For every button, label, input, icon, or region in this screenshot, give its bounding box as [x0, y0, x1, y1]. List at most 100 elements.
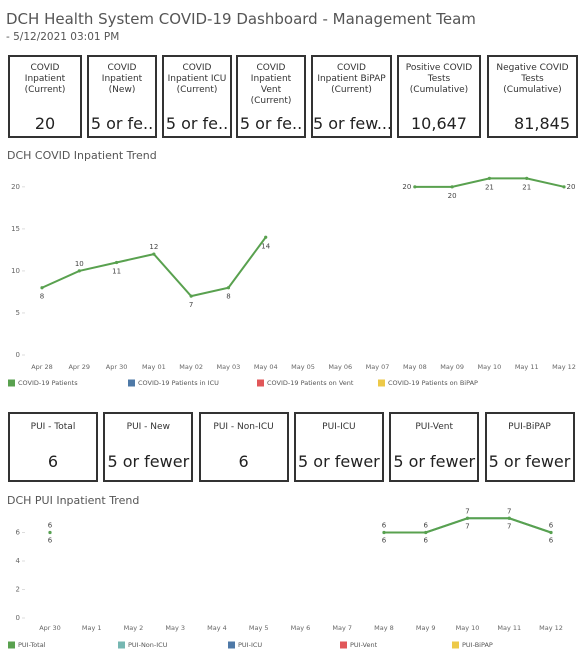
card-label: COVID Inpatient Vent (Current): [250, 63, 292, 106]
title: DCH Health System COVID-19 Dashboard - M…: [6, 10, 476, 28]
x-tick-label: May 2: [124, 624, 144, 632]
x-tick-label: Apr 28: [31, 363, 53, 371]
legend-swatch: [8, 641, 15, 649]
chart-title: DCH PUI Inpatient Trend: [7, 494, 139, 507]
legend-label: PUI-Total: [18, 641, 46, 649]
card-value: 5 or fewer: [488, 452, 571, 471]
legend-swatch: [452, 641, 459, 649]
x-tick-label: May 9: [416, 624, 436, 632]
x-tick-label: May 06: [328, 363, 352, 371]
card-label: PUI - Total: [30, 422, 76, 432]
point: [114, 260, 119, 265]
data-label: 7: [189, 301, 193, 309]
card-value: 81,845: [514, 114, 570, 133]
card-value: 20: [34, 114, 56, 133]
point: [525, 176, 529, 181]
data-label: 7: [465, 507, 469, 515]
x-tick-label: May 10: [478, 363, 502, 371]
data-label: 6: [549, 537, 554, 545]
legend-label: COVID-19 Patients: [18, 379, 78, 387]
card-label: Positive COVID Tests (Cumulative): [405, 63, 473, 95]
point: [562, 185, 566, 189]
card-label: PUI-Vent: [415, 422, 453, 432]
data-label: 6: [382, 522, 387, 530]
point: [450, 185, 454, 189]
point: [487, 176, 492, 181]
card-label: COVID Inpatient (New): [101, 63, 143, 95]
point: [382, 530, 386, 535]
x-tick-label: May 05: [291, 363, 315, 371]
data-label: 7: [507, 522, 511, 530]
x-tick-label: May 10: [456, 624, 480, 632]
point: [152, 252, 156, 256]
data-label: 6: [549, 522, 554, 530]
y-tick-label: 0: [16, 614, 20, 622]
card-label: PUI - Non-ICU: [213, 422, 274, 432]
x-tick-label: May 09: [440, 363, 464, 371]
card-value: 5 or fe..: [239, 114, 303, 133]
data-label: 6: [48, 522, 53, 530]
legend-swatch: [378, 379, 385, 387]
legend-label: PUI-Non-ICU: [128, 641, 168, 649]
legend-swatch: [228, 641, 235, 649]
x-tick-label: May 03: [217, 363, 241, 371]
card-value: 5 or fewer: [298, 452, 380, 471]
x-tick-label: Apr 29: [68, 363, 90, 371]
pui-card: PUI - Non-ICU 6: [198, 412, 289, 482]
legend-label: COVID-19 Patients in ICU: [138, 379, 219, 387]
point: [77, 269, 81, 273]
x-tick-label: May 3: [165, 624, 185, 632]
x-tick-label: May 4: [207, 624, 227, 632]
y-tick-label: 10: [11, 267, 20, 275]
card-value: 5 or fewer: [393, 452, 476, 471]
point: [549, 530, 553, 535]
pui-card: PUI - Total 6: [8, 412, 98, 482]
data-label: 8: [40, 293, 44, 301]
x-tick-label: May 1: [82, 624, 102, 632]
data-label: 14: [261, 242, 270, 250]
kpi-card: COVID Inpatient ICU (Current) 5 or fe..: [162, 55, 232, 138]
point: [226, 286, 231, 290]
x-tick-label: May 7: [332, 624, 352, 632]
y-tick-label: 0: [16, 351, 20, 359]
legend-swatch: [257, 379, 264, 387]
x-tick-label: May 5: [249, 624, 269, 632]
data-label: 20: [448, 192, 457, 200]
data-label: 11: [112, 268, 121, 276]
x-tick-label: May 8: [374, 624, 394, 632]
data-label: 20: [402, 183, 411, 191]
x-tick-label: May 07: [366, 363, 390, 371]
data-label: 21: [522, 183, 531, 191]
legend-swatch: [340, 641, 347, 649]
x-tick-label: May 04: [254, 363, 278, 371]
kpi-card: COVID Inpatient BiPAP (Current) 5 or few.…: [311, 55, 392, 138]
x-tick-label: May 6: [291, 624, 311, 632]
x-tick-label: May 12: [552, 363, 576, 371]
chart-title: DCH COVID Inpatient Trend: [7, 149, 157, 162]
y-tick-label: 20: [11, 183, 20, 191]
data-label: 20: [567, 183, 576, 191]
legend-swatch: [8, 379, 15, 387]
pui-card: PUI-BiPAP 5 or fewer: [484, 412, 575, 482]
card-label: PUI-ICU: [322, 422, 356, 432]
x-tick-label: May 11: [515, 363, 539, 371]
legend-swatch: [118, 641, 125, 649]
data-label: 10: [75, 260, 84, 268]
data-label: 6: [424, 537, 429, 545]
point: [413, 185, 417, 189]
y-tick-label: 15: [11, 225, 20, 233]
x-tick-label: May 12: [539, 624, 563, 632]
y-tick-label: 6: [16, 529, 21, 537]
data-label: 12: [149, 243, 158, 251]
legend-label: PUI-ICU: [238, 641, 262, 649]
legend-label: PUI-BiPAP: [462, 641, 493, 649]
card-value: 6: [238, 452, 249, 471]
x-tick-label: May 11: [497, 624, 521, 632]
legend-label: COVID-19 Patients on BiPAP: [388, 379, 478, 387]
kpi-card: COVID Inpatient (New) 5 or fe..: [87, 55, 157, 138]
data-label: 7: [507, 507, 511, 515]
legend-label: PUI-Vent: [350, 641, 378, 649]
x-tick-label: May 01: [142, 363, 166, 371]
